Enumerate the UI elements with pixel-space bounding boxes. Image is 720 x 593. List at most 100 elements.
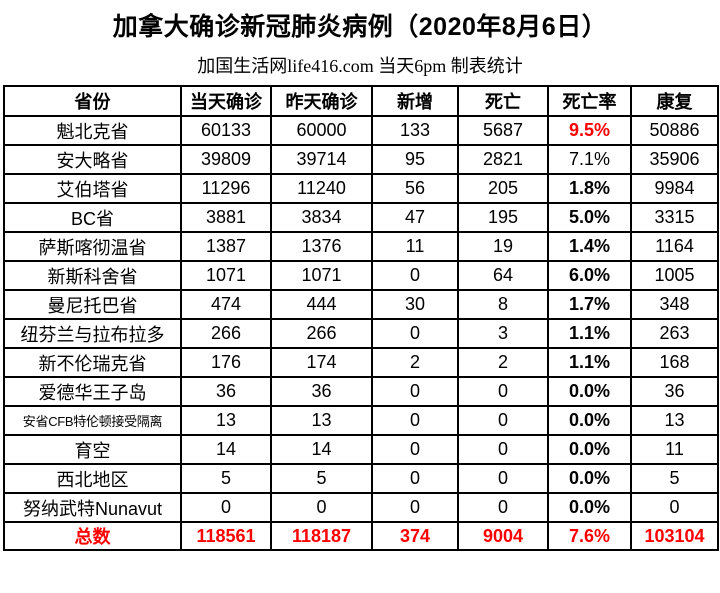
province-cell: 新不伦瑞克省 <box>3 347 182 378</box>
today-cell: 39809 <box>180 144 272 175</box>
death-rate-cell: 1.7% <box>547 289 632 320</box>
new-cases-cell: 133 <box>371 115 459 146</box>
yesterday-cell: 3834 <box>270 202 373 233</box>
yesterday-cell: 14 <box>270 434 373 465</box>
yesterday-cell: 39714 <box>270 144 373 175</box>
today-cell: 14 <box>180 434 272 465</box>
recovered-cell: 11 <box>630 434 719 465</box>
recovered-cell: 35906 <box>630 144 719 175</box>
new-cases-cell: 0 <box>371 434 459 465</box>
table-row: 安省CFB特伦顿接受隔离 13 13 0 0 0.0% 13 <box>3 405 719 436</box>
new-cases-cell: 0 <box>371 492 459 523</box>
total-row: 总数 118561 118187 374 9004 7.6% 103104 <box>3 521 719 551</box>
yesterday-cell: 1071 <box>270 260 373 291</box>
total-new-cases-cell: 374 <box>371 521 459 551</box>
recovered-cell: 36 <box>630 376 719 407</box>
table-row: 西北地区 5 5 0 0 0.0% 5 <box>3 463 719 494</box>
column-header-recovered: 康复 <box>630 85 719 117</box>
today-cell: 3881 <box>180 202 272 233</box>
today-cell: 0 <box>180 492 272 523</box>
yesterday-cell: 5 <box>270 463 373 494</box>
table-row: 纽芬兰与拉布拉多 266 266 0 3 1.1% 263 <box>3 318 719 349</box>
deaths-cell: 2 <box>457 347 549 378</box>
new-cases-cell: 30 <box>371 289 459 320</box>
new-cases-cell: 0 <box>371 260 459 291</box>
table-row: 育空 14 14 0 0 0.0% 11 <box>3 434 719 465</box>
province-cell: 安大略省 <box>3 144 182 175</box>
total-yesterday-cell: 118187 <box>270 521 373 551</box>
total-recovered-cell: 103104 <box>630 521 719 551</box>
total-label: 总数 <box>3 521 182 551</box>
deaths-cell: 0 <box>457 463 549 494</box>
recovered-cell: 0 <box>630 492 719 523</box>
today-cell: 266 <box>180 318 272 349</box>
table-row: BC省 3881 3834 47 195 5.0% 3315 <box>3 202 719 233</box>
yesterday-cell: 11240 <box>270 173 373 204</box>
today-cell: 5 <box>180 463 272 494</box>
table-row: 艾伯塔省 11296 11240 56 205 1.8% 9984 <box>3 173 719 204</box>
new-cases-cell: 0 <box>371 376 459 407</box>
province-cell: BC省 <box>3 202 182 233</box>
death-rate-cell: 0.0% <box>547 463 632 494</box>
today-cell: 1387 <box>180 231 272 262</box>
table-header: 省份 当天确诊 昨天确诊 新增 死亡 死亡率 康复 <box>3 85 719 117</box>
deaths-cell: 0 <box>457 376 549 407</box>
today-cell: 13 <box>180 405 272 436</box>
deaths-cell: 19 <box>457 231 549 262</box>
new-cases-cell: 95 <box>371 144 459 175</box>
yesterday-cell: 174 <box>270 347 373 378</box>
province-cell: 新斯科舍省 <box>3 260 182 291</box>
table-row: 新斯科舍省 1071 1071 0 64 6.0% 1005 <box>3 260 719 291</box>
yesterday-cell: 36 <box>270 376 373 407</box>
death-rate-cell: 9.5% <box>547 115 632 146</box>
yesterday-cell: 13 <box>270 405 373 436</box>
recovered-cell: 3315 <box>630 202 719 233</box>
new-cases-cell: 56 <box>371 173 459 204</box>
death-rate-cell: 1.8% <box>547 173 632 204</box>
new-cases-cell: 0 <box>371 318 459 349</box>
new-cases-cell: 0 <box>371 463 459 494</box>
total-death-rate-cell: 7.6% <box>547 521 632 551</box>
province-cell: 西北地区 <box>3 463 182 494</box>
page-title: 加拿大确诊新冠肺炎病例（2020年8月6日） <box>112 13 608 41</box>
recovered-cell: 263 <box>630 318 719 349</box>
table-body: 魁北克省 60133 60000 133 5687 9.5% 50886 安大略省 39809 3… <box>3 115 719 523</box>
column-header-today: 当天确诊 <box>180 85 272 117</box>
deaths-cell: 0 <box>457 492 549 523</box>
province-cell: 萨斯喀彻温省 <box>3 231 182 262</box>
recovered-cell: 1164 <box>630 231 719 262</box>
deaths-cell: 195 <box>457 202 549 233</box>
column-header-yesterday: 昨天确诊 <box>270 85 373 117</box>
death-rate-cell: 1.1% <box>547 318 632 349</box>
yesterday-cell: 0 <box>270 492 373 523</box>
total-today-cell: 118561 <box>180 521 272 551</box>
table-row: 魁北克省 60133 60000 133 5687 9.5% 50886 <box>3 115 719 146</box>
recovered-cell: 168 <box>630 347 719 378</box>
deaths-cell: 3 <box>457 318 549 349</box>
deaths-cell: 64 <box>457 260 549 291</box>
yesterday-cell: 444 <box>270 289 373 320</box>
province-cell: 纽芬兰与拉布拉多 <box>3 318 182 349</box>
death-rate-cell: 1.1% <box>547 347 632 378</box>
new-cases-cell: 47 <box>371 202 459 233</box>
recovered-cell: 13 <box>630 405 719 436</box>
province-cell: 努纳武特Nunavut <box>3 492 182 523</box>
page-subtitle: 加国生活网life416.com 当天6pm 制表统计 <box>197 56 523 76</box>
death-rate-cell: 0.0% <box>547 376 632 407</box>
death-rate-cell: 1.4% <box>547 231 632 262</box>
province-cell: 安省CFB特伦顿接受隔离 <box>3 405 182 436</box>
yesterday-cell: 1376 <box>270 231 373 262</box>
deaths-cell: 0 <box>457 405 549 436</box>
deaths-cell: 5687 <box>457 115 549 146</box>
deaths-cell: 0 <box>457 434 549 465</box>
table-row: 曼尼托巴省 474 444 30 8 1.7% 348 <box>3 289 719 320</box>
column-header-new-cases: 新增 <box>371 85 459 117</box>
covid-cases-table: 省份 当天确诊 昨天确诊 新增 死亡 死亡率 康复 魁北克省 60133 60000… <box>3 85 719 551</box>
table-row: 安大略省 39809 39714 95 2821 7.1% 35906 <box>3 144 719 175</box>
table-row: 萨斯喀彻温省 1387 1376 11 19 1.4% 1164 <box>3 231 719 262</box>
death-rate-cell: 5.0% <box>547 202 632 233</box>
yesterday-cell: 266 <box>270 318 373 349</box>
province-cell: 曼尼托巴省 <box>3 289 182 320</box>
deaths-cell: 8 <box>457 289 549 320</box>
new-cases-cell: 2 <box>371 347 459 378</box>
